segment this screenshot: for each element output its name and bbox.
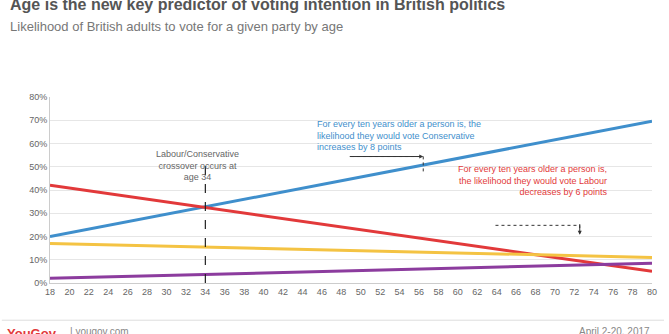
svg-text:64: 64: [492, 287, 502, 297]
svg-text:60%: 60%: [29, 139, 47, 149]
svg-text:18: 18: [45, 287, 55, 297]
svg-text:54: 54: [395, 287, 405, 297]
svg-text:36: 36: [220, 287, 230, 297]
svg-text:20: 20: [64, 287, 74, 297]
svg-text:56: 56: [414, 287, 424, 297]
svg-text:46: 46: [317, 287, 327, 297]
svg-text:Age is the new key predictor o: Age is the new key predictor of voting i…: [10, 0, 505, 34]
svg-text:22: 22: [84, 287, 94, 297]
svg-text:44: 44: [297, 287, 307, 297]
svg-text:For every ten years older a pe: For every ten years older a person is, t…: [317, 119, 481, 152]
svg-text:72: 72: [569, 287, 579, 297]
svg-text:78: 78: [628, 287, 638, 297]
svg-text:66: 66: [511, 287, 521, 297]
svg-text:74: 74: [589, 287, 599, 297]
svg-text:52: 52: [375, 287, 385, 297]
svg-text:40%: 40%: [29, 185, 47, 195]
svg-text:50: 50: [356, 287, 366, 297]
svg-text:34: 34: [200, 287, 210, 297]
svg-text:40: 40: [259, 287, 269, 297]
svg-text:76: 76: [608, 287, 618, 297]
svg-text:70%: 70%: [29, 115, 47, 125]
svg-text:0%: 0%: [34, 278, 47, 288]
svg-text:32: 32: [181, 287, 191, 297]
svg-text:Labour/Conservativecrossover o: Labour/Conservativecrossover occurs atag…: [156, 149, 239, 182]
svg-text:30%: 30%: [29, 208, 47, 218]
svg-text:10%: 10%: [29, 255, 47, 265]
svg-text:58: 58: [433, 287, 443, 297]
svg-text:62: 62: [472, 287, 482, 297]
svg-text:April 2-20, 2017: April 2-20, 2017: [579, 326, 650, 334]
svg-text:26: 26: [123, 287, 133, 297]
svg-text:For every ten years older a pe: For every ten years older a person is,th…: [458, 164, 608, 197]
svg-text:| yougov.com: | yougov.com: [70, 326, 129, 334]
svg-text:20%: 20%: [29, 232, 47, 242]
svg-text:42: 42: [278, 287, 288, 297]
svg-text:80%: 80%: [29, 92, 47, 102]
svg-text:YouGov: YouGov: [7, 326, 57, 334]
svg-text:80: 80: [647, 287, 657, 297]
svg-text:70: 70: [550, 287, 560, 297]
svg-text:50%: 50%: [29, 162, 47, 172]
svg-text:68: 68: [530, 287, 540, 297]
svg-text:38: 38: [239, 287, 249, 297]
svg-text:30: 30: [162, 287, 172, 297]
svg-text:28: 28: [142, 287, 152, 297]
svg-text:60: 60: [453, 287, 463, 297]
svg-text:24: 24: [103, 287, 113, 297]
svg-text:48: 48: [336, 287, 346, 297]
